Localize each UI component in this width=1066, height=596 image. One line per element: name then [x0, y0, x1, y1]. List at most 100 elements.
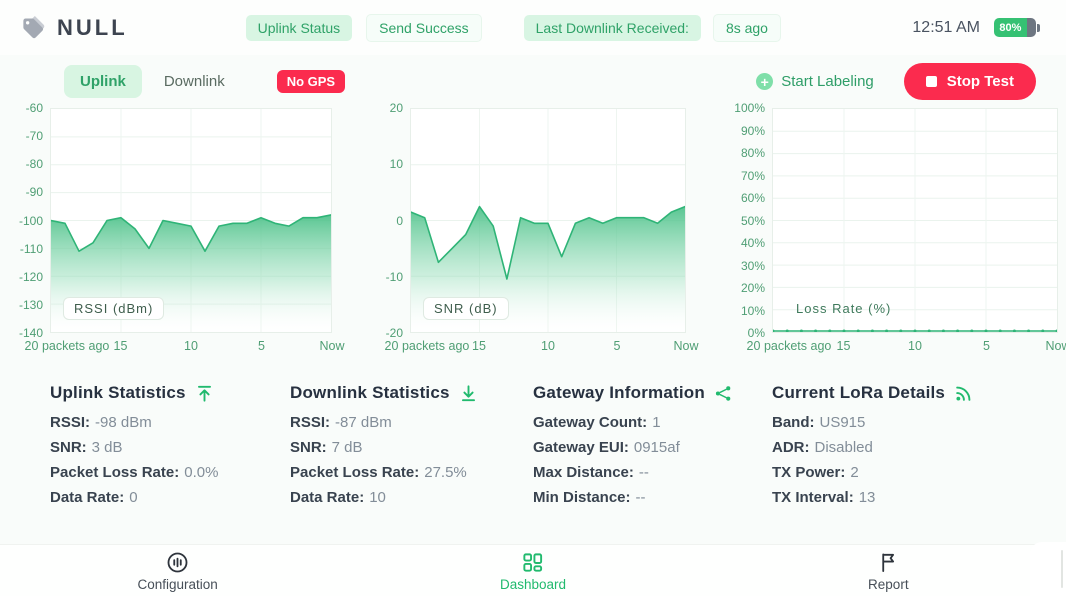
statistics-row: Uplink Statistics RSSI: -98 dBm SNR: 3 dB …	[0, 383, 1066, 514]
stop-test-button[interactable]: Stop Test	[903, 63, 1036, 100]
tab-uplink[interactable]: Uplink	[64, 65, 142, 98]
y-tick-label: -70	[25, 129, 43, 144]
stat-row: Packet Loss Rate: 0.0%	[50, 464, 219, 481]
plus-icon: +	[756, 73, 774, 90]
x-tick-label: 20 packets ago	[746, 339, 832, 353]
nav-item-configuration[interactable]: Configuration	[0, 545, 355, 596]
y-tick-label: -80	[25, 157, 43, 172]
y-tick-label: 10	[389, 157, 403, 172]
flag-icon	[882, 553, 894, 573]
y-tick-label: 20	[389, 101, 403, 115]
charts-row: -60 -70 -80 -90 -10 0 -110 -120 -130 -140 RSSI (d…	[0, 101, 1066, 357]
last-downlink-label: Last Downlink Received:	[523, 14, 701, 41]
gateway-information-section: Gateway Information Gateway Count: 1 Gate…	[533, 383, 772, 514]
x-tick-label: 5	[983, 339, 990, 353]
x-tick-label: 20 packets ago	[384, 339, 470, 353]
y-tick-label: 100%	[734, 101, 765, 115]
y-tick-label: 70%	[740, 168, 765, 183]
y-tick-label: -20	[385, 326, 403, 340]
stat-row: Data Rate: 0	[50, 489, 138, 506]
gateway-information-title: Gateway Information	[533, 383, 705, 402]
downlink-statistics-title: Downlink Statistics	[290, 383, 450, 402]
scrollbar[interactable]	[1061, 550, 1063, 588]
battery-icon: 80%	[994, 18, 1040, 37]
y-tick-label: -90	[25, 185, 43, 200]
y-tick-label: 80%	[740, 146, 765, 160]
no-gps-badge: No GPS	[276, 70, 346, 93]
y-tick-label: -110	[19, 241, 43, 256]
x-tick-label: Now	[1045, 339, 1066, 353]
nav-item-report[interactable]: Report	[711, 545, 1066, 596]
clock-battery-group: 12:51 AM 80%	[912, 18, 1040, 37]
uplink-status-label: Uplink Status	[245, 14, 353, 41]
stat-row: Max Distance: --	[533, 464, 649, 481]
y-tick-label: -130	[18, 297, 43, 312]
stat-row: Packet Loss Rate: 27.5%	[290, 464, 467, 481]
x-tick-label: 15	[113, 339, 128, 353]
stat-row: Data Rate: 10	[290, 489, 386, 506]
y-tick-label: 0%	[747, 326, 765, 340]
stat-row: Gateway Count: 1	[533, 414, 661, 431]
tag-icon	[23, 16, 45, 39]
y-tick-label: 0	[396, 213, 403, 228]
stat-row: SNR: 3 dB	[50, 439, 123, 456]
loss-rate-x-axis: 20 packets ago 15 10 5 Now	[747, 333, 1066, 357]
start-labeling-button[interactable]: + Start Labeling	[756, 73, 874, 90]
x-tick-label: Now	[673, 339, 699, 353]
stop-test-label: Stop Test	[946, 73, 1014, 90]
loss-rate-chart: 100% 90% 80% 70% 60% 50% 40% 30% 20% 10% 0% Loss R…	[728, 101, 1066, 357]
grid-icon	[523, 553, 543, 572]
y-tick-label: -60	[25, 101, 43, 115]
x-tick-label: Now	[319, 339, 345, 353]
x-tick-label: 10	[541, 339, 555, 353]
rssi-chart: -60 -70 -80 -90 -100 -110 -120 -130 -140 RSSI (d…	[6, 101, 345, 357]
uplink-statistics-section: Uplink Statistics RSSI: -98 dBm SNR: 3 dB …	[50, 383, 290, 514]
stat-row: TX Power: 2	[772, 464, 859, 481]
tab-downlink[interactable]: Downlink	[163, 73, 225, 90]
stat-row: TX Interval: 13	[772, 489, 876, 506]
x-tick-label: 15	[472, 339, 486, 353]
stat-row: RSSI: -87 dBm	[290, 414, 392, 431]
x-tick-label: 5	[613, 339, 621, 353]
x-tick-label: 15	[836, 339, 851, 353]
stop-square-icon	[925, 76, 937, 87]
download-icon	[461, 384, 475, 401]
x-tick-label: 10	[184, 339, 198, 353]
y-tick-label: 90%	[740, 123, 765, 138]
y-tick-label: -120	[18, 269, 43, 284]
header-bar: NULL Uplink Status Send Success Last Dow…	[0, 0, 1066, 55]
stat-row: RSSI: -98 dBm	[50, 414, 152, 431]
rssi-x-axis: 20 packets ago 15 10 5 Now	[25, 333, 345, 357]
toolbar-right: + Start Labeling Stop Test	[756, 63, 1036, 100]
clock: 12:51 AM	[912, 18, 980, 36]
signal-icon	[956, 386, 971, 401]
nav-item-dashboard[interactable]: Dashboard	[355, 545, 710, 596]
snr-chart-label: SNR (dB)	[423, 297, 509, 320]
x-tick-label: 20 packets ago	[24, 339, 110, 353]
battery-level: 80%	[994, 18, 1027, 37]
loss-rate-y-axis: 100% 90% 80% 70% 60% 50% 40% 30% 20% 10% 0%	[728, 101, 772, 340]
share-network-icon	[715, 385, 731, 401]
stat-row: Gateway EUI: 0915af	[533, 439, 680, 456]
uplink-status-group: Uplink Status Send Success	[245, 13, 482, 42]
y-tick-label: -10	[385, 269, 403, 284]
y-tick-label: 20%	[740, 281, 765, 295]
y-tick-label: -140	[18, 326, 43, 340]
uplink-status-value: Send Success	[366, 13, 482, 42]
toolbar: Uplink Downlink No GPS + Start Labeling …	[0, 55, 1066, 106]
nav-label-report: Report	[868, 577, 909, 592]
x-tick-label: 5	[258, 339, 265, 353]
loss-rate-chart-label: Loss Rate (%)	[796, 301, 892, 316]
rssi-plot-area: RSSI (dBm)	[50, 108, 332, 333]
snr-x-axis: 20 packets ago 15 10 5 Now	[385, 333, 699, 357]
stat-row: Min Distance: --	[533, 489, 646, 506]
snr-plot-area: SNR (dB)	[410, 108, 686, 333]
nav-label-dashboard: Dashboard	[499, 577, 567, 592]
y-tick-label: 10%	[740, 303, 765, 318]
x-tick-label: 10	[908, 339, 922, 353]
current-lora-details-title: Current LoRa Details	[772, 383, 946, 402]
last-downlink-value: 8s ago	[712, 13, 781, 42]
last-downlink-group: Last Downlink Received: 8s ago	[523, 13, 781, 42]
battery-nub	[1037, 23, 1040, 32]
